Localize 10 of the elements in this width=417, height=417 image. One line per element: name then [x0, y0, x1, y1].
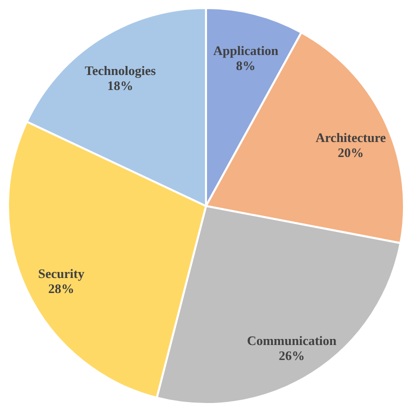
data-label: 28%: [48, 281, 74, 296]
data-label: 20%: [338, 144, 364, 160]
data-label: 8%: [236, 58, 256, 74]
data-label: 26%: [278, 348, 305, 364]
slice-label: Architecture: [316, 130, 386, 145]
slice-label: Security: [38, 266, 85, 282]
data-label: 18%: [107, 78, 134, 93]
slice-label: Communication: [246, 333, 338, 348]
slice-label: Application: [213, 43, 280, 58]
slice-label: Technologies: [84, 62, 156, 78]
